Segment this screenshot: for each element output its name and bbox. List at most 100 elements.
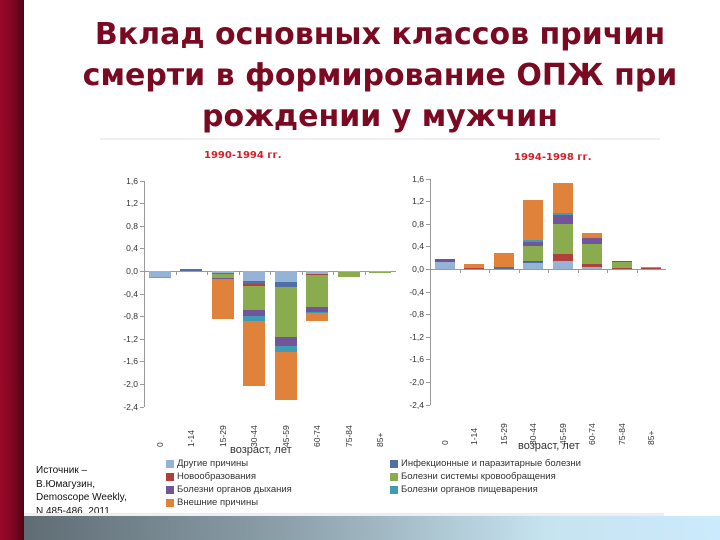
x-tick	[238, 271, 240, 275]
bar-segment	[274, 351, 297, 400]
bar-segment	[611, 261, 632, 263]
y-tick-label: 0,8	[126, 220, 138, 231]
x-tick-label: 0	[439, 439, 450, 445]
y-tick	[426, 291, 430, 293]
x-tick-label: 1-14	[186, 429, 197, 447]
x-tick	[607, 269, 608, 273]
source-line: Источник –	[36, 465, 88, 476]
bar-segment	[552, 253, 573, 261]
legend-item-circulatory: Болезни системы кровообращения	[390, 471, 556, 482]
legend-item-other: Другие причины	[166, 458, 248, 469]
bar-segment	[369, 271, 392, 273]
bar-segment	[337, 271, 360, 272]
title-line-1: Вклад основных классов причин	[94, 17, 666, 52]
x-tick	[333, 271, 334, 275]
bar-segment	[243, 285, 266, 310]
legend-swatch	[390, 472, 398, 481]
bar-segment	[641, 268, 662, 270]
x-tick	[459, 269, 461, 273]
bar-segment	[434, 258, 455, 262]
bar-segment	[493, 253, 514, 268]
bar-segment	[582, 266, 603, 269]
y-tick-label: -0,4	[409, 286, 424, 297]
y-tick-label: 1,6	[412, 173, 424, 184]
x-tick-label: 15-29	[498, 422, 509, 445]
y-axis	[430, 178, 431, 405]
bar-segment	[148, 271, 171, 277]
bar-segment	[306, 274, 329, 308]
chart-1990-1994: 1990-1994 гг. 1,6 1,2 0,8 0,4 0,0 -0,4 -0,8 -1,…	[100, 140, 396, 460]
x-tick	[636, 269, 638, 273]
y-tick	[426, 178, 430, 180]
x-axis-title: возраст, лет	[230, 444, 292, 456]
y-tick-label: 0,4	[412, 241, 424, 252]
bottom-gradient-band	[24, 516, 720, 540]
bar-segment	[243, 281, 266, 284]
x-tick	[175, 271, 177, 275]
bar-segment	[243, 309, 266, 316]
x-tick-label: 15-29	[217, 424, 228, 447]
bar-segment	[306, 313, 329, 321]
bar-segment	[464, 268, 485, 270]
bar-segment	[641, 266, 662, 269]
y-tick-label: 0,8	[412, 218, 424, 229]
bar-segment	[306, 271, 329, 274]
x-tick-label: 60-74	[587, 422, 598, 445]
legend-item-respiratory: Болезни органов дыхания	[166, 484, 292, 495]
chart-1994-1998: 1994-1998 гг. 1,6 1,2 0,8 0,4 0,0 -0,4 -0,8 -1,…	[390, 140, 666, 460]
x-tick-label: 85+	[375, 432, 386, 447]
x-tick-label: 75-84	[616, 422, 627, 445]
legend-item-infectious: Инфекционные и паразитарные болезни	[390, 458, 581, 469]
y-tick	[140, 384, 144, 385]
y-tick-label: -2,0	[123, 379, 138, 389]
bar-segment	[211, 272, 234, 274]
x-tick-label: 0	[154, 441, 165, 447]
bar-segment	[611, 268, 632, 270]
footer-divider	[24, 513, 664, 516]
bar-segment	[211, 278, 234, 320]
bar-segment	[611, 262, 632, 269]
bar-segment	[582, 263, 603, 267]
y-tick	[426, 223, 430, 225]
y-tick	[426, 314, 430, 316]
y-tick-label: -1,2	[123, 333, 138, 344]
title-line-3: рождении у мужчин	[201, 99, 558, 134]
x-tick-label: 75-84	[343, 424, 354, 447]
chart-panel: 1990-1994 гг. 1,6 1,2 0,8 0,4 0,0 -0,4 -0,8 -1,…	[100, 138, 666, 514]
bar-segment	[552, 215, 573, 225]
source-note: Источник – В.Юмагузин, Demoscope Weekly,…	[36, 464, 156, 518]
x-tick	[270, 271, 271, 275]
bar-segment	[552, 182, 573, 214]
bar-segment	[306, 307, 329, 313]
bar-segment	[306, 273, 329, 275]
bar-segment	[523, 260, 544, 263]
y-tick-label: 0,0	[412, 264, 424, 274]
bar-segment	[274, 286, 297, 337]
legend-label: Болезни органов пищеварения	[401, 484, 538, 495]
legend-label: Внешние причины	[177, 497, 259, 508]
x-tick	[518, 269, 520, 273]
bar-segment	[274, 336, 297, 347]
legend-swatch	[166, 485, 174, 494]
y-axis	[144, 180, 145, 407]
bar-segment	[582, 233, 603, 239]
bar-segment	[493, 267, 514, 269]
legend-swatch	[390, 459, 398, 468]
legend-label: Болезни органов дыхания	[177, 484, 292, 495]
legend-item-external: Внешние причины	[166, 497, 258, 508]
legend-label: Новообразования	[177, 471, 257, 482]
y-tick	[140, 203, 144, 205]
y-tick	[140, 338, 144, 340]
y-tick	[140, 406, 144, 408]
bar-segment	[274, 346, 297, 352]
legend-item-digestive: Болезни органов пищеварения	[390, 484, 538, 495]
bar-segment	[337, 271, 360, 278]
legend-swatch	[390, 485, 398, 494]
bar-segment	[243, 283, 266, 286]
x-tick-label: 85+	[646, 430, 657, 445]
y-tick	[140, 361, 144, 363]
y-tick-label: -0,8	[409, 309, 424, 320]
bar-segment	[148, 276, 171, 278]
y-tick-label: -0,8	[123, 311, 138, 322]
bar-segment	[582, 238, 603, 244]
